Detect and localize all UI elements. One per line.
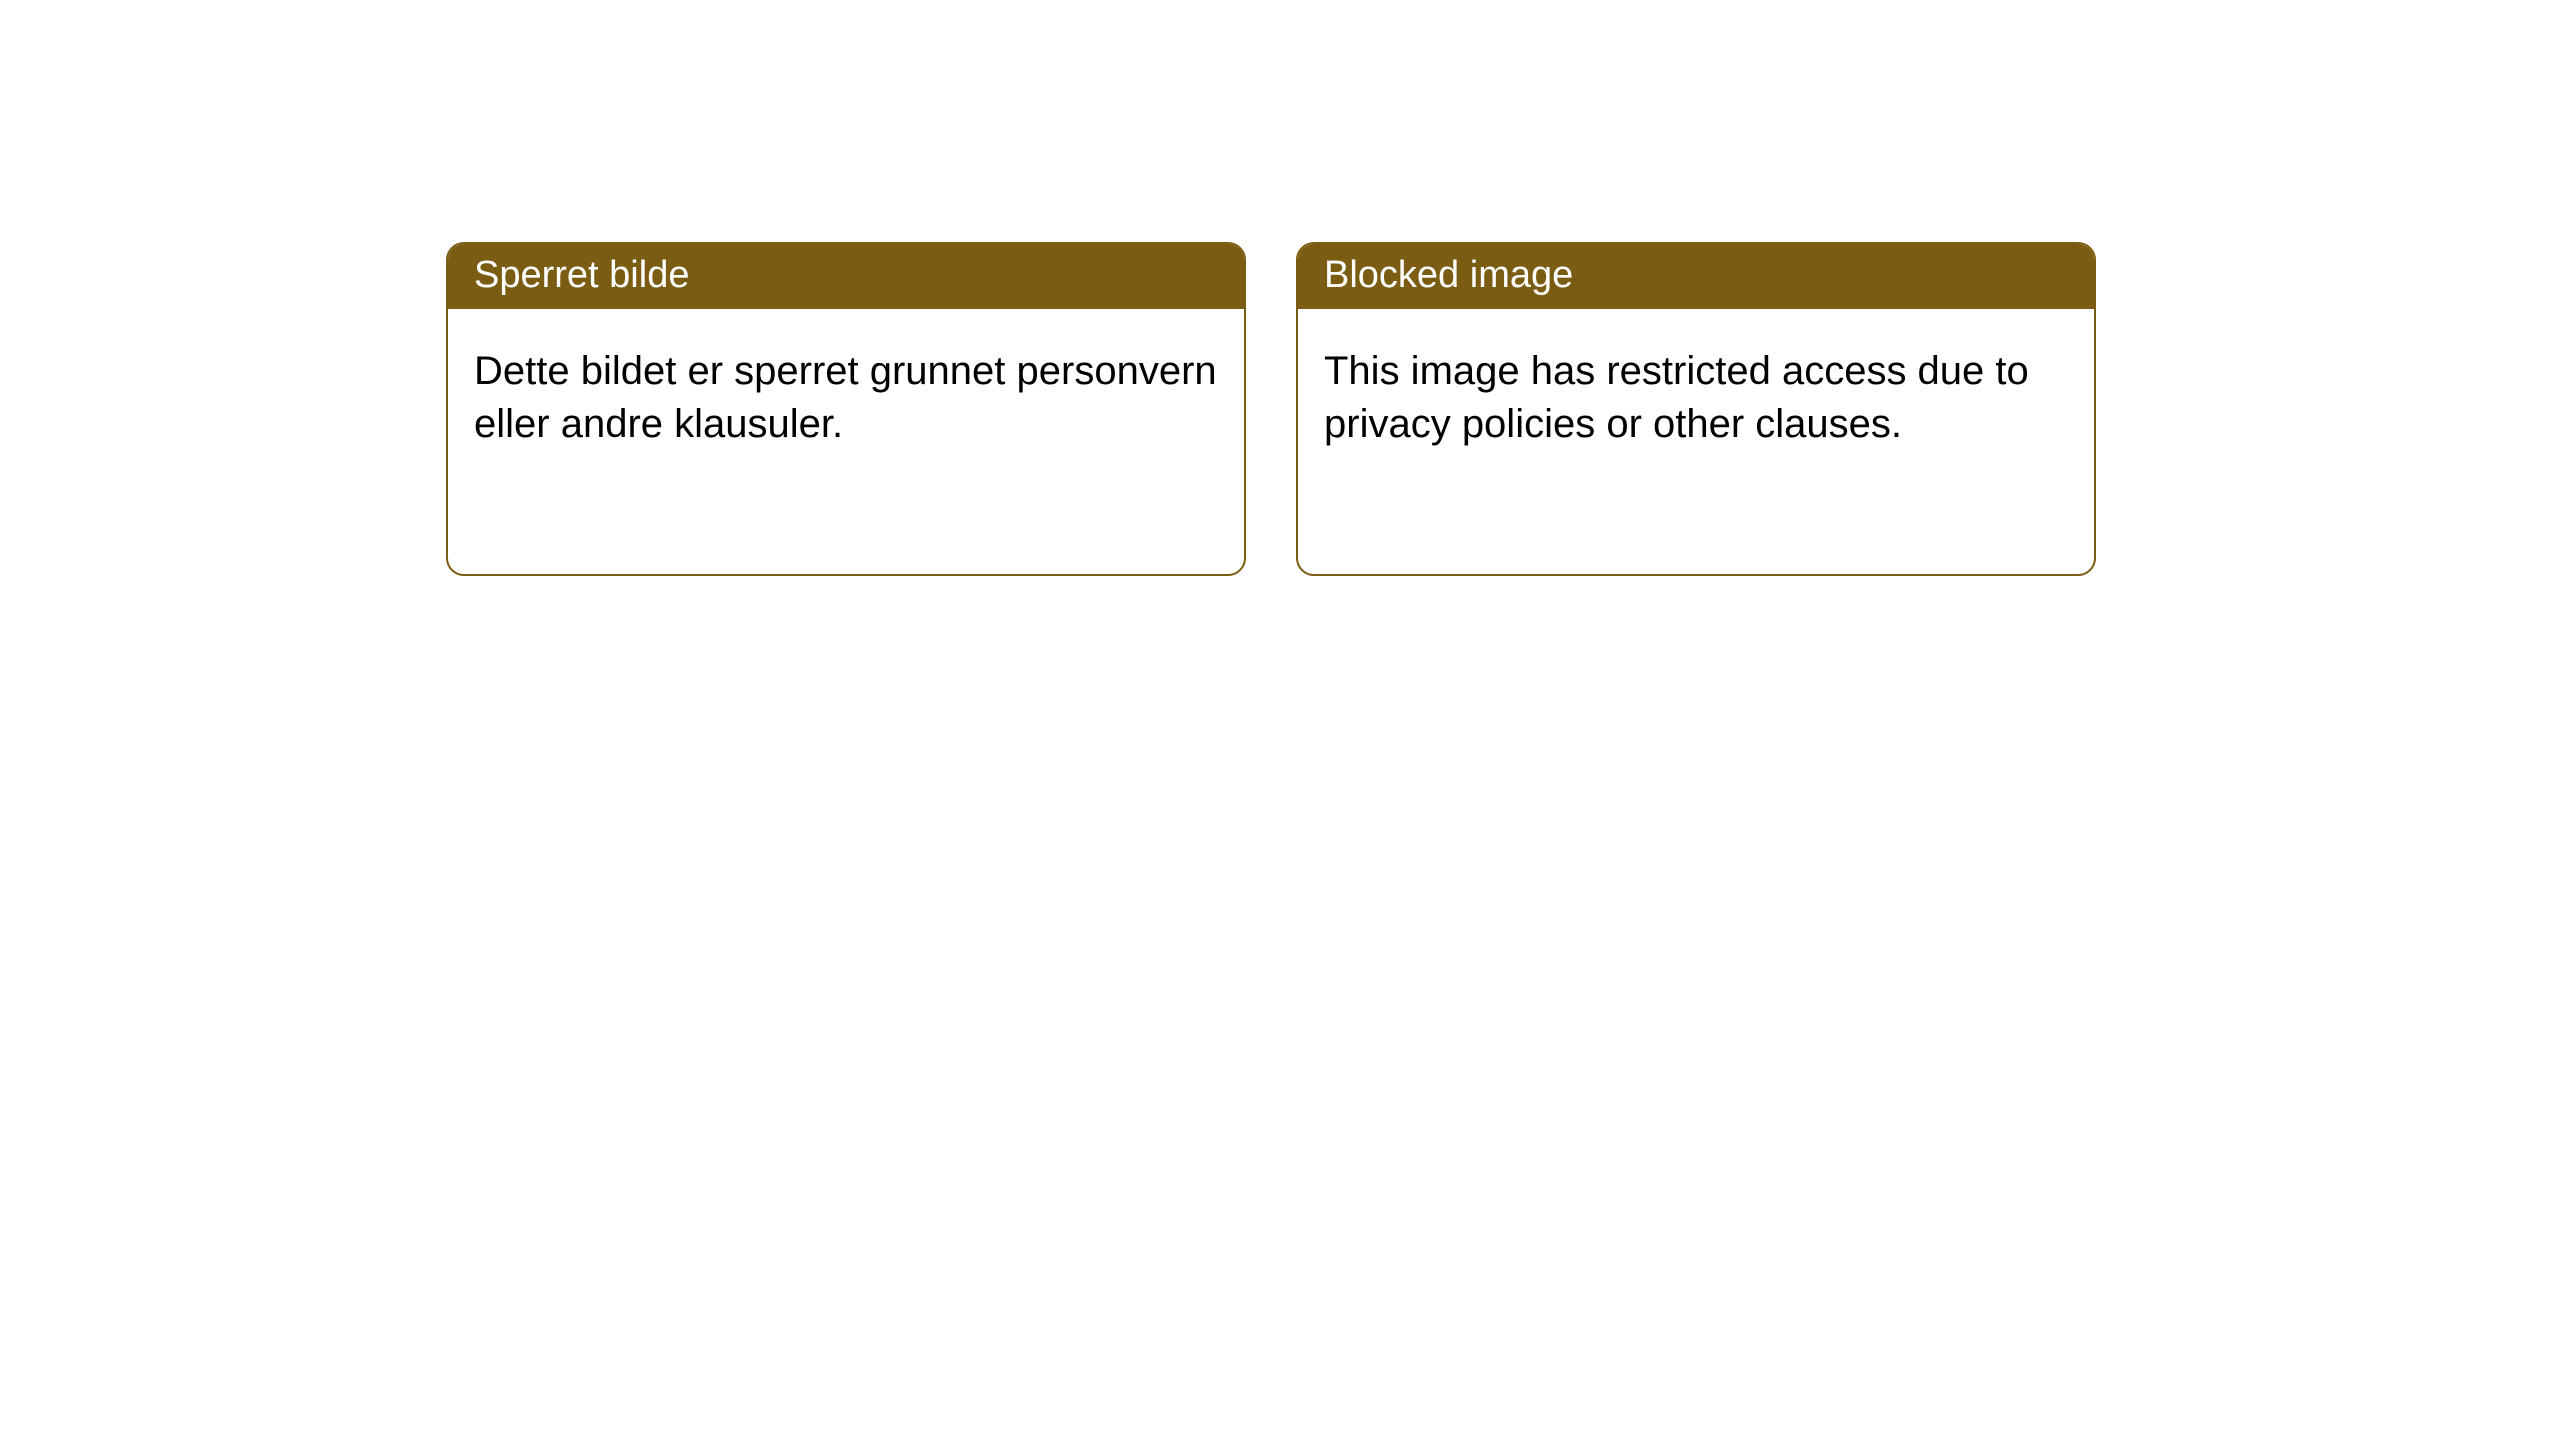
notice-card-en: Blocked image This image has restricted … bbox=[1296, 242, 2096, 576]
notice-container: Sperret bilde Dette bildet er sperret gr… bbox=[0, 0, 2560, 576]
notice-body-no: Dette bildet er sperret grunnet personve… bbox=[448, 309, 1244, 477]
notice-body-en: This image has restricted access due to … bbox=[1298, 309, 2094, 477]
notice-header-no: Sperret bilde bbox=[448, 244, 1244, 309]
notice-card-no: Sperret bilde Dette bildet er sperret gr… bbox=[446, 242, 1246, 576]
notice-header-en: Blocked image bbox=[1298, 244, 2094, 309]
